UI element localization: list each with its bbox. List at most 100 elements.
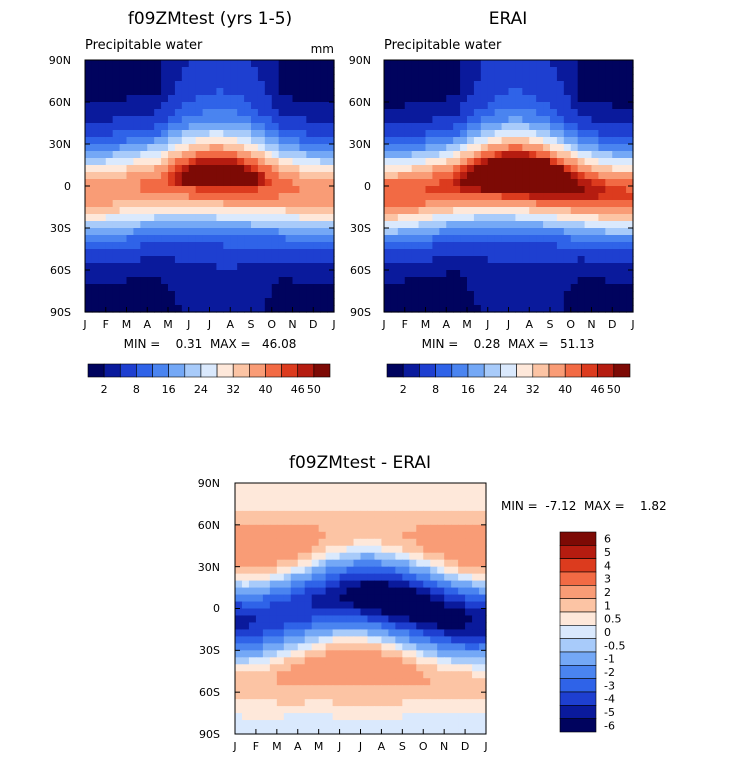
- field-cell: [460, 151, 468, 159]
- field-cell: [444, 517, 452, 526]
- field-cell: [446, 186, 454, 194]
- field-cell: [395, 608, 403, 617]
- field-cell: [451, 671, 459, 679]
- field-cell: [529, 144, 537, 152]
- field-cell: [304, 566, 313, 575]
- field-cell: [508, 172, 517, 180]
- field-cell: [577, 305, 586, 313]
- field-cell: [584, 291, 593, 299]
- field-cell: [91, 179, 100, 187]
- field-cell: [174, 81, 183, 89]
- field-cell: [411, 158, 420, 166]
- field-cell: [501, 179, 510, 187]
- panel3-month-label: M: [314, 740, 324, 753]
- field-cell: [285, 74, 294, 82]
- field-cell: [465, 580, 473, 589]
- panel3-colorbar-swatch: [559, 638, 597, 653]
- field-cell: [584, 207, 593, 215]
- field-cell: [271, 60, 280, 68]
- field-cell: [168, 102, 176, 110]
- field-cell: [402, 727, 410, 735]
- field-cell: [444, 615, 452, 624]
- field-cell: [522, 130, 530, 138]
- field-cell: [276, 657, 285, 665]
- field-cell: [320, 165, 328, 173]
- field-cell: [367, 483, 376, 491]
- field-cell: [216, 165, 224, 173]
- field-cell: [339, 720, 348, 728]
- field-cell: [591, 263, 600, 271]
- field-cell: [390, 81, 399, 89]
- field-cell: [360, 720, 369, 728]
- field-cell: [299, 305, 307, 313]
- field-cell: [188, 214, 197, 222]
- field-cell: [425, 200, 434, 208]
- field-cell: [304, 713, 313, 721]
- field-cell: [105, 165, 114, 173]
- field-cell: [223, 165, 231, 173]
- field-cell: [543, 88, 551, 96]
- field-cell: [522, 277, 530, 285]
- field-cell: [241, 671, 250, 679]
- field-cell: [479, 580, 487, 589]
- field-cell: [430, 489, 438, 498]
- field-cell: [181, 291, 190, 299]
- field-cell: [522, 102, 530, 110]
- field-cell: [425, 242, 434, 250]
- field-cell: [320, 242, 328, 250]
- field-cell: [161, 263, 169, 271]
- field-cell: [269, 650, 278, 658]
- field-cell: [388, 706, 396, 714]
- field-cell: [216, 74, 224, 82]
- field-cell: [508, 291, 517, 299]
- field-cell: [237, 95, 245, 103]
- field-cell: [299, 277, 307, 285]
- field-cell: [325, 545, 334, 554]
- field-cell: [133, 172, 141, 180]
- field-cell: [381, 601, 389, 610]
- panel2-title: ERAI: [489, 9, 528, 29]
- field-cell: [339, 580, 348, 589]
- field-cell: [255, 552, 264, 561]
- field-cell: [598, 207, 606, 215]
- field-cell: [140, 95, 148, 103]
- field-cell: [529, 172, 537, 180]
- field-cell: [105, 123, 114, 131]
- field-cell: [188, 284, 197, 292]
- field-cell: [418, 186, 427, 194]
- field-cell: [397, 109, 406, 117]
- field-cell: [235, 678, 243, 686]
- field-cell: [262, 671, 271, 679]
- field-cell: [119, 270, 128, 278]
- field-cell: [313, 242, 321, 250]
- field-cell: [264, 60, 273, 68]
- field-cell: [451, 531, 459, 540]
- field-cell: [230, 207, 238, 215]
- field-cell: [529, 109, 537, 117]
- field-cell: [374, 587, 383, 596]
- field-cell: [244, 144, 252, 152]
- field-cell: [472, 636, 480, 644]
- field-cell: [327, 88, 335, 96]
- field-cell: [411, 95, 420, 103]
- panel2-colorbar-swatch: [516, 363, 534, 378]
- field-cell: [487, 123, 496, 131]
- field-cell: [437, 517, 445, 526]
- field-cell: [230, 130, 238, 138]
- field-cell: [283, 510, 292, 519]
- field-cell: [612, 228, 620, 236]
- field-cell: [460, 137, 468, 145]
- field-cell: [98, 221, 107, 229]
- field-cell: [202, 193, 211, 201]
- field-cell: [216, 277, 224, 285]
- field-cell: [467, 298, 475, 306]
- field-cell: [332, 580, 341, 589]
- field-cell: [390, 151, 399, 159]
- field-cell: [536, 179, 544, 187]
- field-cell: [339, 496, 348, 505]
- field-cell: [458, 629, 466, 637]
- field-cell: [209, 158, 218, 166]
- field-cell: [529, 179, 537, 187]
- field-cell: [133, 165, 141, 173]
- field-cell: [223, 81, 231, 89]
